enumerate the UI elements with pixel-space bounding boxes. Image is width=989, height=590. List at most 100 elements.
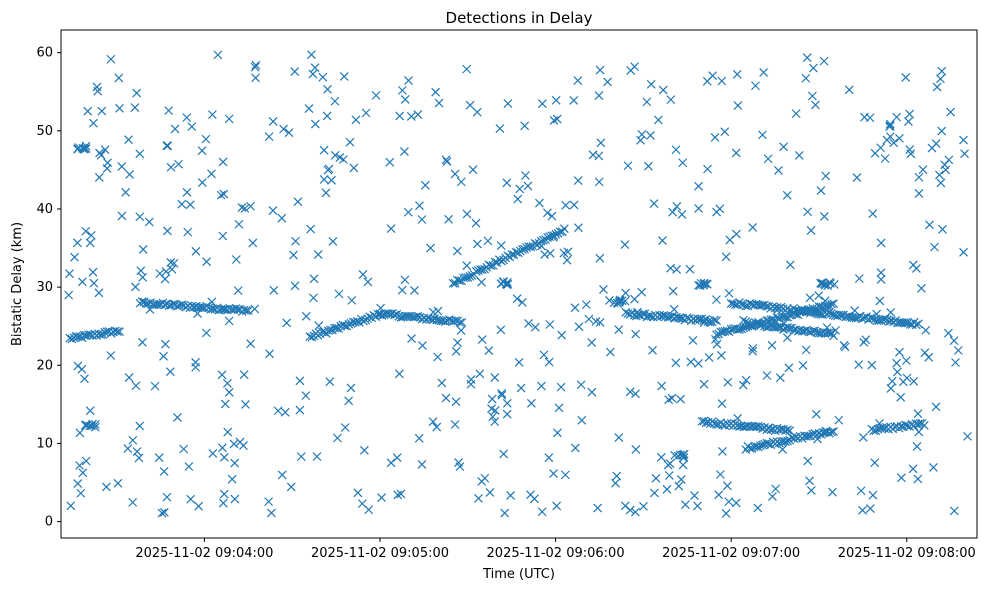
data-point [92,82,102,92]
data-point [477,335,487,345]
data-point [914,319,923,329]
data-point [201,328,211,338]
data-point [330,96,340,106]
x-tick-label: 2025-11-02 09:08:00 [838,546,976,561]
data-point [715,470,725,479]
data-point [208,449,218,458]
data-point [919,420,929,430]
data-point [240,204,250,213]
data-point [530,322,540,332]
data-point [406,111,416,121]
x-axis-label: Time (UTC) [482,567,555,582]
data-point [137,337,147,347]
data-point [90,419,100,429]
data-point [732,229,741,239]
data-point [207,110,217,120]
data-point [731,498,741,508]
data-point [217,443,227,453]
data-point [94,288,104,298]
data-point [686,357,696,367]
data-point [913,474,923,484]
data-point [512,294,522,304]
data-point [218,498,228,508]
data-point [159,351,168,361]
data-point [545,248,555,258]
data-point [306,50,316,60]
data-point [335,153,345,162]
data-point [234,219,244,229]
data-point [806,226,816,235]
data-point [455,318,465,328]
data-point [814,291,824,301]
data-point [631,507,640,517]
data-point [241,399,250,409]
data-point [514,357,524,367]
data-point [250,304,260,314]
data-point [626,66,636,75]
data-point [587,387,597,397]
data-point [166,258,176,267]
data-point [145,304,155,314]
data-point [814,309,824,319]
data-point [400,147,409,157]
data-point [290,67,300,76]
y-tick-label: 40 [36,202,53,217]
data-point [632,307,642,317]
data-point [703,164,712,174]
data-point [513,194,523,204]
data-point [699,318,709,327]
data-point [170,124,180,134]
data-point [218,157,228,167]
data-point [277,470,287,480]
data-point [523,181,533,191]
data-point [822,323,832,333]
data-point [829,331,839,341]
data-point [100,145,110,155]
data-point [821,426,831,436]
data-point [599,285,608,294]
data-point [596,138,606,148]
data-point [638,309,648,319]
data-point [451,316,461,326]
data-point [798,361,808,370]
data-point [646,131,655,140]
data-point [678,450,688,460]
data-point [310,119,320,129]
data-point [404,76,413,86]
data-point [88,267,98,277]
data-point [875,296,885,306]
data-point [751,422,761,432]
data-point [364,505,374,515]
data-point [450,169,460,179]
data-point [86,230,96,240]
data-point [485,487,495,497]
data-point [784,363,794,373]
data-point [154,453,164,463]
data-point [81,420,91,430]
data-point [581,300,591,310]
data-point [496,256,506,266]
data-point [693,501,702,511]
data-point [453,338,463,348]
data-point [539,350,549,360]
data-point [664,395,674,405]
data-point [636,135,645,145]
data-point [648,345,657,355]
data-point [478,265,487,275]
data-point [89,118,98,128]
data-point [569,200,579,210]
data-point [441,393,451,403]
data-point [764,423,773,433]
data-point [763,154,773,164]
data-point [219,189,229,199]
data-point [932,82,942,92]
data-point [807,91,817,101]
data-point [159,467,169,476]
data-point [197,178,207,187]
data-point [925,220,934,230]
data-point [426,243,435,253]
data-point [885,122,894,131]
data-point [929,462,938,472]
data-point [101,482,111,492]
data-point [816,278,825,288]
